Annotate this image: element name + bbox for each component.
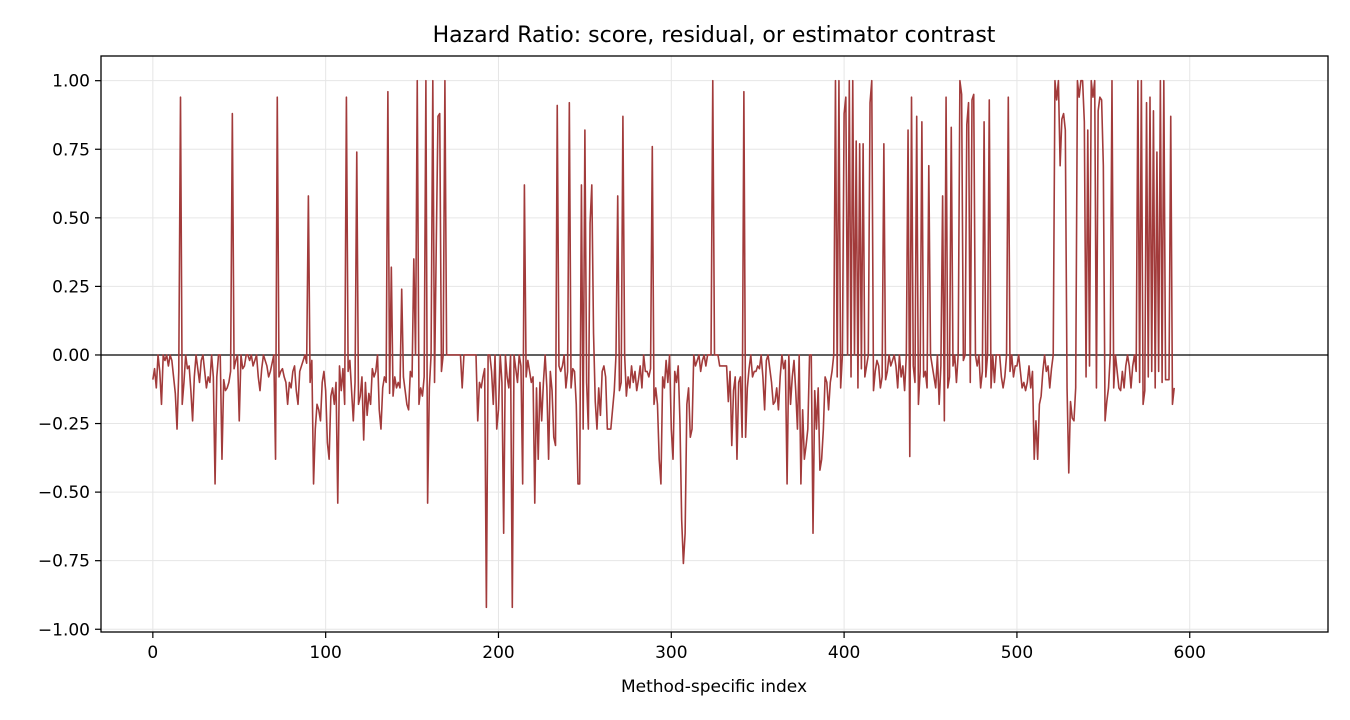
y-tick-label: −0.75 <box>38 552 90 572</box>
x-tick-label: 100 <box>309 643 341 663</box>
x-tick-label: 0 <box>147 643 158 663</box>
y-tick-label: 0.50 <box>52 209 90 229</box>
plot-frame <box>100 55 1329 633</box>
x-tick-label: 600 <box>1174 643 1206 663</box>
x-axis-label: Method-specific index <box>621 677 807 697</box>
y-tick-label: 0.00 <box>52 346 90 366</box>
x-tick-label: 200 <box>482 643 514 663</box>
x-tick-label: 500 <box>1001 643 1033 663</box>
x-tick-label: 300 <box>655 643 687 663</box>
x-axis: 0 100 200 300 400 500 600 <box>147 632 1206 663</box>
y-tick-label: −0.25 <box>38 415 90 435</box>
y-tick-label: −1.00 <box>38 620 90 640</box>
series-line-0 <box>152 79 1175 609</box>
y-axis: −1.00 −0.75 −0.50 −0.25 0.00 0.25 0.50 0.75 1.00 <box>38 72 101 640</box>
chart-title: Hazard Ratio: score, residual, or estima… <box>433 23 996 48</box>
series-group <box>152 79 1175 609</box>
y-tick-label: 0.75 <box>52 140 90 160</box>
y-tick-label: −0.50 <box>38 483 90 503</box>
y-tick-label: 0.25 <box>52 277 90 297</box>
x-tick-label: 400 <box>828 643 860 663</box>
y-tick-label: 1.00 <box>52 72 90 92</box>
